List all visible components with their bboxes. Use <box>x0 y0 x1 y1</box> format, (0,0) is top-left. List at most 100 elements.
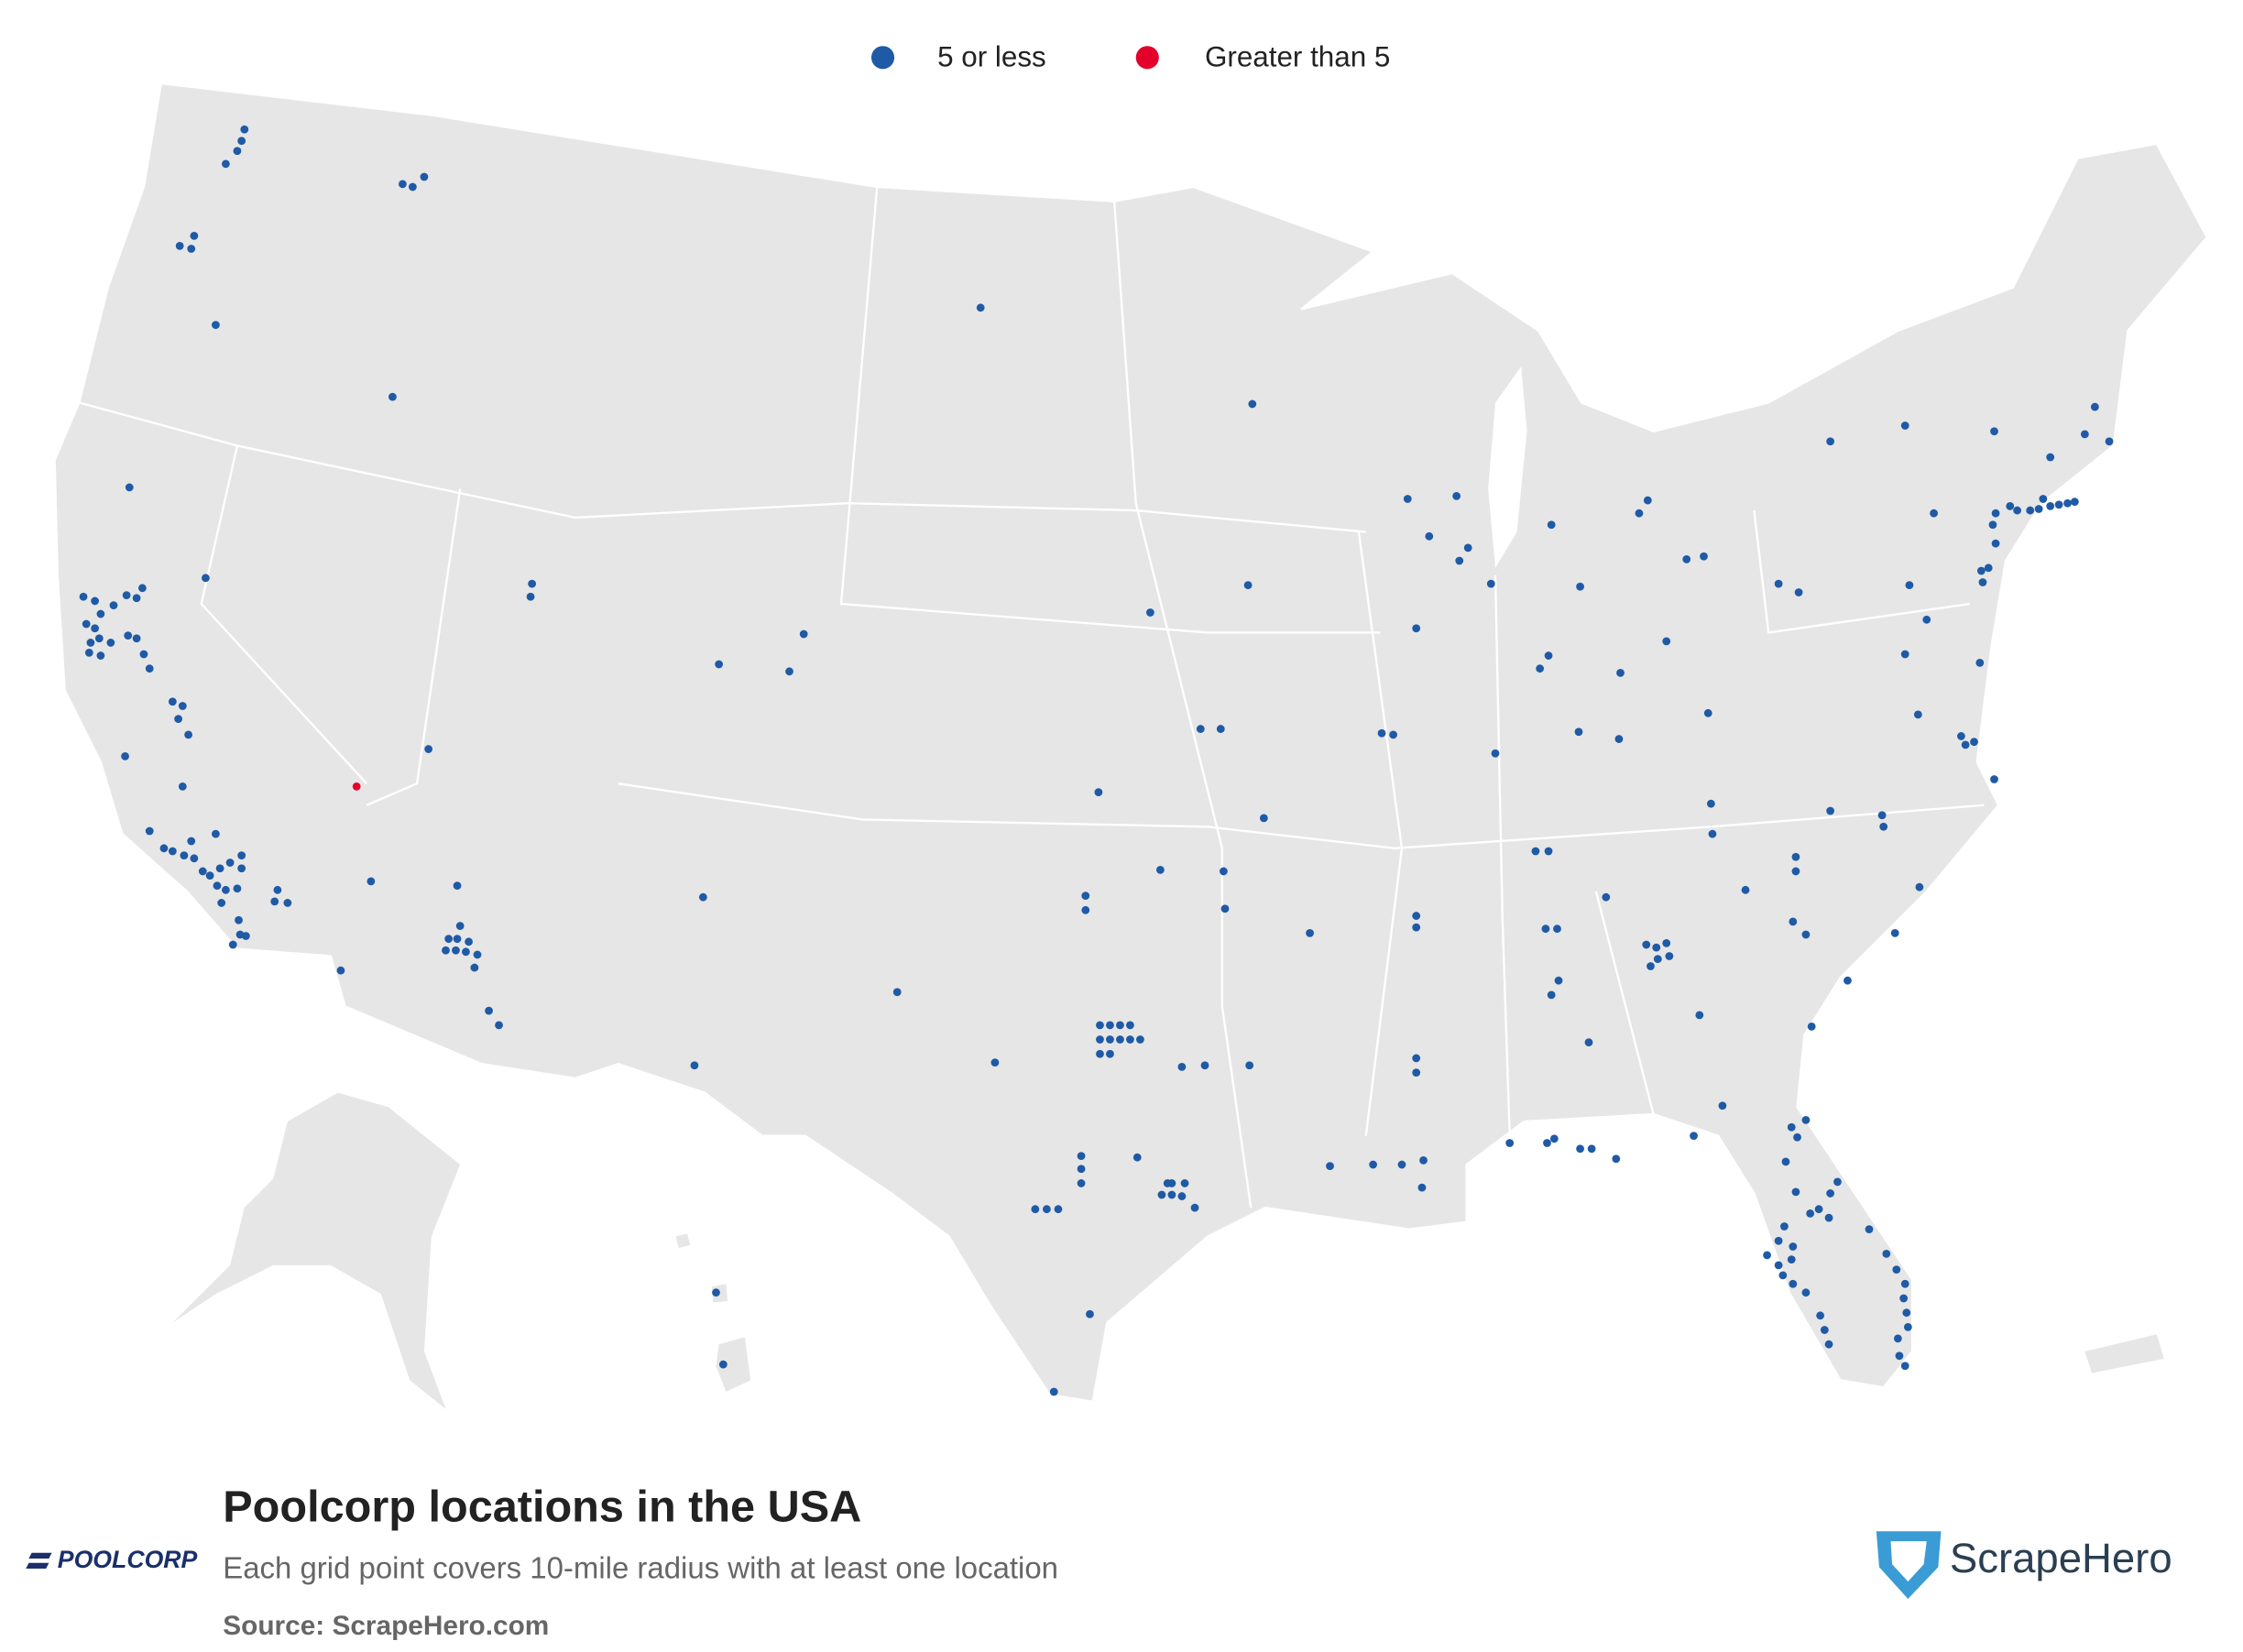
location-dot <box>1031 1205 1040 1214</box>
location-dot <box>1789 1279 1798 1288</box>
location-dot <box>528 579 537 588</box>
legend-swatch <box>1135 46 1159 70</box>
location-dot <box>2013 506 2021 515</box>
location-dot <box>1077 1165 1086 1174</box>
location-dot <box>1220 904 1230 914</box>
legend-label: Greater than 5 <box>1205 41 1390 73</box>
location-dot <box>1824 1213 1833 1222</box>
location-dot <box>1136 1035 1144 1044</box>
location-dot <box>217 899 226 907</box>
location-dot <box>1587 1144 1596 1154</box>
location-dot <box>2090 402 2099 411</box>
location-dot <box>145 826 154 836</box>
location-dot <box>237 864 246 873</box>
location-dot <box>1096 1035 1104 1044</box>
location-dot <box>1259 814 1268 823</box>
location-dot <box>1132 1153 1142 1162</box>
location-dot <box>1991 539 2000 548</box>
location-dot <box>1553 924 1561 934</box>
location-dot <box>241 932 250 940</box>
location-dot <box>1155 865 1165 874</box>
location-dot <box>1452 491 1461 500</box>
location-dot <box>452 946 460 955</box>
location-dot <box>495 1021 503 1030</box>
location-dot <box>1417 1183 1427 1192</box>
location-dot <box>1826 437 1835 446</box>
location-dot <box>1190 1203 1199 1212</box>
location-dot <box>1549 1134 1559 1143</box>
location-dot <box>1682 555 1691 563</box>
location-dot <box>1741 885 1750 894</box>
poolcorp-logo: POOLCORP <box>26 1546 198 1573</box>
location-dot <box>86 639 95 647</box>
location-dot <box>462 947 470 957</box>
location-dot <box>1536 664 1545 673</box>
location-dot <box>225 859 235 867</box>
location-dot <box>198 867 207 876</box>
left-logo: POOLCORP <box>58 1546 198 1573</box>
location-dot <box>715 660 724 669</box>
location-dot <box>1245 1061 1254 1070</box>
location-dot <box>1157 1190 1166 1199</box>
alaska <box>172 1092 461 1409</box>
location-dot <box>233 147 242 156</box>
location-dot <box>1106 1021 1114 1030</box>
location-dot <box>1900 421 1909 430</box>
location-dot <box>1990 427 1998 436</box>
location-dot <box>2063 498 2072 508</box>
location-dots <box>79 125 2114 1396</box>
location-dot <box>1662 938 1671 947</box>
location-dot <box>1177 1062 1187 1071</box>
location-dot <box>336 966 345 975</box>
location-dot <box>1106 1049 1114 1058</box>
location-dot <box>1902 1308 1911 1318</box>
location-dot <box>1049 1387 1058 1396</box>
location-dot <box>1708 829 1717 838</box>
location-dot <box>785 667 793 676</box>
location-dot <box>1547 520 1556 530</box>
location-dot <box>1903 1322 1912 1331</box>
location-dot <box>1614 735 1624 743</box>
location-dot <box>240 125 249 134</box>
location-dot <box>1791 852 1800 861</box>
location-dot <box>1220 867 1228 876</box>
location-dot <box>1412 923 1421 932</box>
location-dot <box>1905 581 1914 590</box>
location-dot <box>1412 1068 1421 1078</box>
location-dot <box>485 1006 493 1015</box>
location-dot <box>1970 738 1978 747</box>
location-dot <box>1369 1160 1378 1169</box>
location-dot <box>125 483 134 492</box>
location-dot <box>1635 509 1644 518</box>
location-dot <box>470 963 479 972</box>
location-dot <box>283 899 292 907</box>
location-dot <box>1774 1261 1783 1270</box>
location-dot <box>180 851 189 860</box>
location-dot <box>1879 822 1888 831</box>
location-dot <box>1554 976 1563 985</box>
location-dot <box>442 946 450 955</box>
location-dot <box>137 584 147 593</box>
location-dot <box>799 629 808 639</box>
location-dot <box>1643 496 1652 505</box>
location-dot <box>1126 1035 1134 1044</box>
location-dot <box>1806 1209 1815 1218</box>
location-dot <box>1116 1035 1124 1044</box>
logo-shield-inner <box>1890 1541 1927 1582</box>
location-dot <box>1807 1023 1816 1031</box>
lake-michigan <box>1488 367 1527 568</box>
location-dot <box>1096 1049 1104 1058</box>
location-dot <box>215 864 224 873</box>
location-dot <box>1690 1132 1698 1141</box>
location-dot <box>184 730 192 739</box>
location-dot <box>1820 1326 1829 1334</box>
location-dot <box>1922 615 1931 624</box>
location-dot <box>1915 882 1924 892</box>
location-dot <box>1077 1179 1086 1187</box>
location-dot <box>1547 990 1556 1000</box>
location-dot <box>1814 1205 1823 1214</box>
location-dot <box>408 182 417 191</box>
location-dot <box>1403 495 1412 503</box>
location-dot <box>228 940 237 949</box>
